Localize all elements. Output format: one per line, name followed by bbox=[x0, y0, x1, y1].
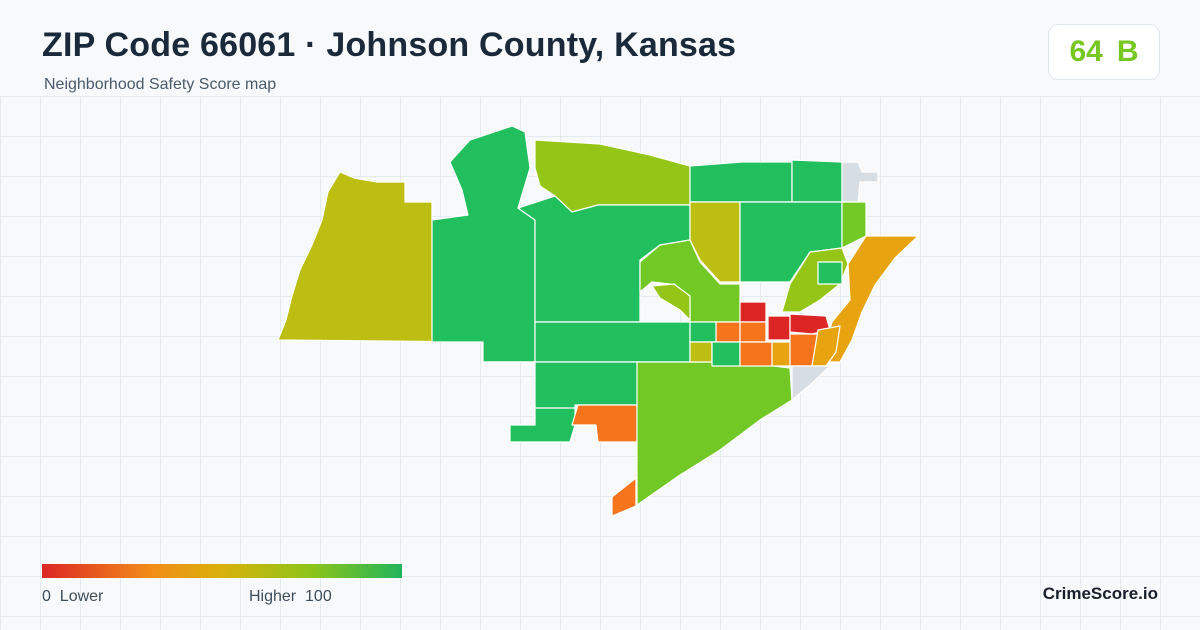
map-region-core-9[interactable] bbox=[739, 341, 773, 367]
map-region-southwest-strip[interactable] bbox=[509, 407, 576, 443]
map-region-northwest[interactable] bbox=[431, 125, 536, 363]
map-region-core-3[interactable] bbox=[739, 321, 767, 343]
map-region-core-2[interactable] bbox=[715, 321, 741, 343]
map-region-south-low[interactable] bbox=[571, 404, 638, 443]
map-region-core-6[interactable] bbox=[689, 321, 717, 343]
map-region-south-large[interactable] bbox=[636, 361, 793, 506]
map-region-core-10[interactable] bbox=[771, 341, 791, 367]
map-region-no-data-south[interactable] bbox=[791, 365, 831, 401]
legend-min: 0 Lower bbox=[42, 588, 103, 606]
safety-score-value: 64 bbox=[1069, 35, 1103, 68]
brand-logo-text: CrimeScore.io bbox=[1042, 584, 1158, 603]
map-region-core-7[interactable] bbox=[689, 341, 713, 363]
map-region-south-sliver[interactable] bbox=[611, 477, 637, 517]
page-subtitle: Neighborhood Safety Score map bbox=[44, 76, 277, 93]
page-title: ZIP Code 66061 · Johnson County, Kansas bbox=[42, 26, 737, 64]
safety-score-grade: B bbox=[1116, 35, 1139, 68]
map-region-central-sliver[interactable] bbox=[651, 283, 691, 321]
legend-max-value: 100 bbox=[305, 588, 332, 605]
map-region-core-12[interactable] bbox=[811, 325, 841, 367]
map-region-no-data-north[interactable] bbox=[841, 161, 879, 203]
map-region-northeast-1[interactable] bbox=[689, 161, 793, 203]
legend-min-label: Lower bbox=[59, 588, 104, 605]
map-region-east-small-2[interactable] bbox=[817, 261, 843, 285]
map-region-core-4[interactable] bbox=[767, 315, 791, 341]
legend-min-value: 0 bbox=[42, 588, 51, 605]
legend-max-label: Higher bbox=[249, 588, 297, 605]
legend-gradient-bar bbox=[42, 564, 402, 578]
map-region-central-south[interactable] bbox=[534, 321, 691, 363]
safety-score-badge: 64 B bbox=[1048, 24, 1160, 80]
legend-max: Higher 100 bbox=[249, 588, 332, 606]
map-region-northeast-2[interactable] bbox=[791, 159, 843, 203]
map-region-core-8[interactable] bbox=[711, 341, 741, 367]
map-region-core-1[interactable] bbox=[739, 301, 767, 323]
map-region-east-orange[interactable] bbox=[819, 235, 919, 363]
